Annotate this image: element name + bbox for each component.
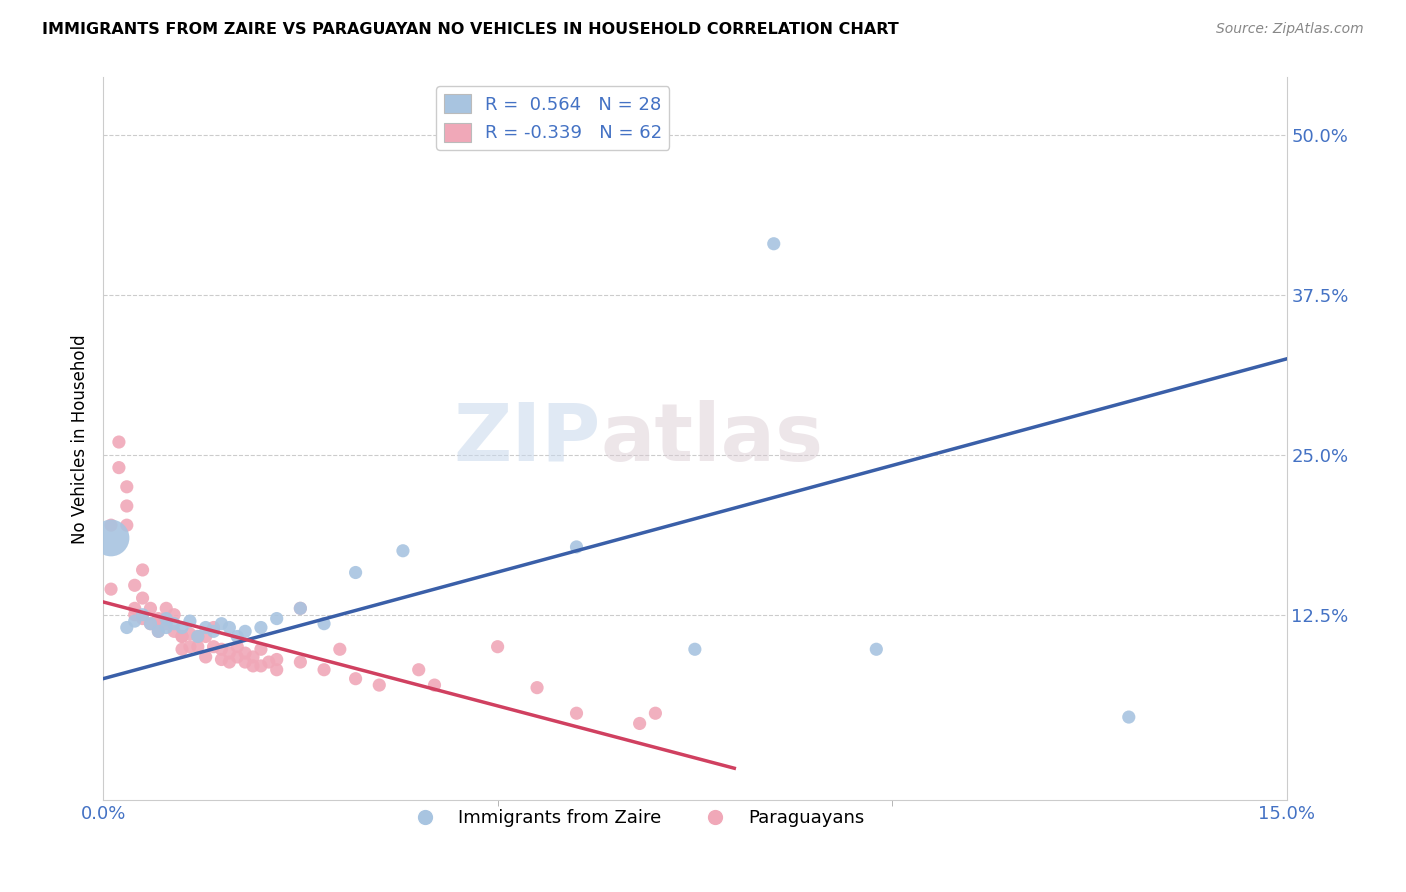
Point <box>290 601 312 615</box>
Point <box>628 716 651 731</box>
Point <box>486 640 509 654</box>
Point <box>218 646 240 660</box>
Point <box>344 566 367 580</box>
Point <box>233 646 256 660</box>
Point <box>202 640 225 654</box>
Point <box>163 624 186 639</box>
Point <box>211 652 233 666</box>
Point <box>344 672 367 686</box>
Point <box>163 616 186 631</box>
Point <box>170 620 193 634</box>
Point <box>170 630 193 644</box>
Point <box>250 620 273 634</box>
Point <box>290 601 312 615</box>
Point <box>170 642 193 657</box>
Point <box>865 642 887 657</box>
Point <box>368 678 391 692</box>
Point <box>312 663 335 677</box>
Point <box>139 616 162 631</box>
Point <box>148 616 170 631</box>
Point <box>179 627 201 641</box>
Point <box>194 620 217 634</box>
Point <box>202 624 225 639</box>
Point <box>250 642 273 657</box>
Point <box>211 616 233 631</box>
Point <box>242 659 264 673</box>
Point <box>148 624 170 639</box>
Point <box>131 607 153 622</box>
Point <box>233 624 256 639</box>
Point <box>100 518 122 533</box>
Point <box>242 649 264 664</box>
Point <box>148 624 170 639</box>
Point <box>250 659 273 673</box>
Point <box>565 540 588 554</box>
Point <box>1118 710 1140 724</box>
Text: IMMIGRANTS FROM ZAIRE VS PARAGUAYAN NO VEHICLES IN HOUSEHOLD CORRELATION CHART: IMMIGRANTS FROM ZAIRE VS PARAGUAYAN NO V… <box>42 22 898 37</box>
Point <box>187 640 209 654</box>
Point <box>124 578 146 592</box>
Point <box>131 563 153 577</box>
Point <box>233 655 256 669</box>
Point <box>226 649 249 664</box>
Point <box>163 607 186 622</box>
Point <box>187 630 209 644</box>
Point <box>218 655 240 669</box>
Point <box>131 591 153 606</box>
Point <box>644 706 666 721</box>
Point <box>211 642 233 657</box>
Point <box>257 655 280 669</box>
Point <box>187 630 209 644</box>
Point <box>170 630 193 644</box>
Point <box>155 601 177 615</box>
Point <box>565 706 588 721</box>
Point <box>100 531 122 545</box>
Point <box>423 678 446 692</box>
Point <box>179 640 201 654</box>
Point <box>266 663 288 677</box>
Point <box>124 601 146 615</box>
Point <box>124 614 146 628</box>
Point <box>526 681 548 695</box>
Point <box>100 582 122 596</box>
Point <box>392 543 415 558</box>
Point <box>266 652 288 666</box>
Point <box>155 614 177 628</box>
Point <box>131 611 153 625</box>
Point <box>226 630 249 644</box>
Point <box>139 601 162 615</box>
Point <box>115 518 138 533</box>
Point <box>218 620 240 634</box>
Point <box>115 480 138 494</box>
Point <box>408 663 430 677</box>
Point <box>115 620 138 634</box>
Point <box>290 655 312 669</box>
Point <box>155 611 177 625</box>
Text: ZIP: ZIP <box>453 400 600 478</box>
Point <box>683 642 706 657</box>
Point <box>108 460 131 475</box>
Point <box>108 435 131 450</box>
Point <box>148 611 170 625</box>
Point <box>266 611 288 625</box>
Point <box>179 614 201 628</box>
Point <box>762 236 785 251</box>
Point <box>115 499 138 513</box>
Legend: Immigrants from Zaire, Paraguayans: Immigrants from Zaire, Paraguayans <box>401 802 872 835</box>
Text: Source: ZipAtlas.com: Source: ZipAtlas.com <box>1216 22 1364 37</box>
Text: atlas: atlas <box>600 400 824 478</box>
Point <box>194 649 217 664</box>
Point <box>155 616 177 631</box>
Point <box>194 630 217 644</box>
Point <box>124 607 146 622</box>
Point <box>226 640 249 654</box>
Point <box>139 616 162 631</box>
Point <box>155 620 177 634</box>
Point <box>329 642 352 657</box>
Y-axis label: No Vehicles in Household: No Vehicles in Household <box>72 334 89 543</box>
Point <box>312 616 335 631</box>
Point <box>202 620 225 634</box>
